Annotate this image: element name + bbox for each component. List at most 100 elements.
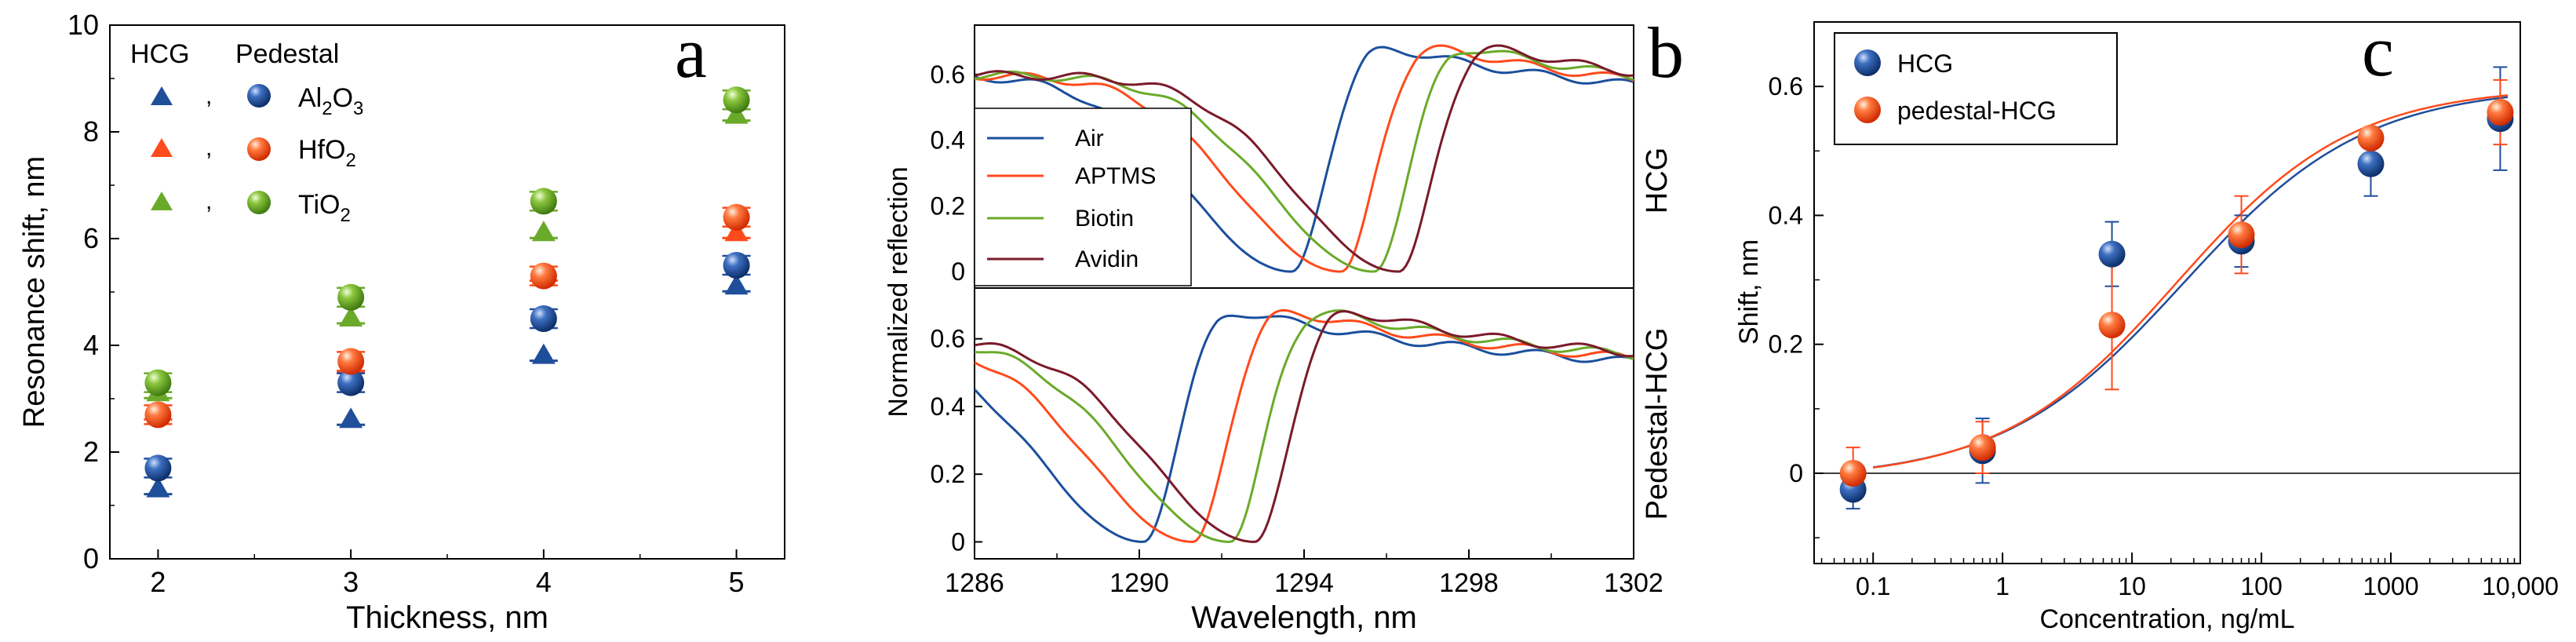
panel-a-circle-point — [337, 348, 365, 375]
panel-a-triangle-point — [531, 221, 556, 242]
panel-c-ylabel: Shift, nm — [1734, 239, 1764, 345]
legend-row-al2o3: , Al2O3 — [151, 83, 363, 119]
panel-c-plot-frame — [1813, 21, 2521, 564]
legend-triangle-tio2 — [151, 192, 173, 210]
panel-a-circle-point — [144, 369, 172, 396]
panel-b-curve-avidin-hcg — [974, 44, 1634, 273]
panel-a-ytick-label: 0 — [83, 542, 99, 575]
panel-a-triangle-point — [339, 407, 363, 429]
panel-c-point-pedestal-hcg — [1839, 460, 1867, 487]
legend-label-hcg: HCG — [1897, 49, 1953, 78]
panel-c-xtick-label: 10 — [2118, 572, 2146, 600]
panel-b-ticks: 1286 1290 1294 1298 1302 0 0.2 0.4 0.6 0 0.2 0.4 0.6 — [931, 60, 1663, 598]
panel-a-triangle-point — [531, 343, 556, 364]
panel-b-ytick-label: 0 — [951, 257, 965, 286]
panel-a-triangle-point — [146, 476, 170, 498]
panel-b-label-hcg: HCG — [1641, 148, 1674, 213]
panel-c-ytick-label: 0 — [1789, 459, 1803, 487]
panel-c-xtick-label: 0.1 — [1856, 572, 1890, 600]
panel-c-fit-curve — [1873, 94, 2509, 469]
legend-header-pedestal: Pedestal — [235, 39, 339, 69]
panel-c-xlabel: Concentration, ng/mL — [2039, 604, 2294, 634]
panel-a-ytick-label: 6 — [83, 222, 99, 254]
panel-c-ytick-label: 0.2 — [1769, 330, 1803, 359]
legend-circle-hcg — [1854, 49, 1881, 76]
panel-c-point-hcg — [2357, 150, 2385, 177]
legend-sep: , — [206, 83, 212, 109]
panel-c-xtick-label: 10,000 — [2482, 572, 2559, 600]
panel-b-xtick-label: 1294 — [1274, 568, 1334, 598]
panel-a-letter: a — [675, 13, 707, 93]
panel-a-xtick-label: 4 — [536, 566, 552, 598]
panel-b-curve-air-hcg — [974, 46, 1634, 273]
legend-label-avidin: Avidin — [1075, 246, 1139, 272]
panel-b-curve-air-pedestal-hcg — [973, 314, 1634, 543]
panel-a-xlabel: Thickness, nm — [346, 600, 548, 635]
panel-b-plot-frame — [974, 24, 1634, 560]
panel-b-ytick-label: 0 — [951, 527, 965, 556]
panel-a-xtick-label: 2 — [150, 566, 166, 598]
panel-b-ytick-label: 0.4 — [931, 126, 965, 155]
panel-a-data-marks — [144, 86, 751, 498]
panel-b-xtick-label: 1286 — [945, 568, 1004, 598]
panel-c-ytick-label: 0.6 — [1769, 72, 1803, 100]
panel-a-triangle-point — [339, 306, 363, 326]
panel-c-point-pedestal-hcg — [1969, 434, 1996, 461]
panel-a-ytick-label: 4 — [83, 329, 99, 361]
panel-b-curves — [973, 44, 1634, 543]
panel-a-circle-point — [144, 454, 172, 482]
panel-b-ytick-label: 0.6 — [931, 325, 965, 353]
panel-c-point-pedestal-hcg — [2487, 99, 2514, 126]
panel-a-circle-point — [337, 283, 365, 311]
panel-b-xlabel: Wavelength, nm — [1191, 600, 1417, 635]
panel-a-circle-point — [723, 203, 750, 231]
panel-c-xtick-label: 100 — [2240, 572, 2282, 600]
legend-label-al2o3: Al2O3 — [298, 83, 363, 119]
panel-b-curve-avidin-pedestal-hcg — [974, 310, 1634, 543]
panel-a-circle-point — [530, 188, 557, 215]
legend-circle-hfo2 — [247, 137, 271, 161]
panel-c-ytick-label: 0.4 — [1769, 201, 1803, 229]
panel-c-point-pedestal-hcg — [2098, 312, 2126, 339]
panel-c-concentration-chart: 0.1 1 10 100 1000 10,000 0 0.2 0.4 0.6 HCG pedest… — [1734, 11, 2559, 634]
panel-a-circle-point — [530, 305, 557, 332]
panel-b-curve-aptms-hcg — [974, 44, 1634, 273]
panel-a-xtick-label: 3 — [343, 566, 359, 598]
legend-label-air: Air — [1075, 126, 1104, 151]
panel-c-point-pedestal-hcg — [2228, 221, 2255, 249]
panel-c-legend: HCG pedestal-HCG — [1834, 32, 2118, 145]
legend-triangle-al2o3 — [151, 86, 173, 105]
panel-c-letter: c — [2362, 11, 2394, 91]
panel-b-xtick-label: 1290 — [1109, 568, 1169, 598]
panel-c-point-hcg — [2098, 240, 2126, 268]
panel-a-ylabel: Resonance shift, nm — [18, 156, 51, 428]
legend-label-aptms: APTMS — [1075, 163, 1156, 189]
panel-c-xtick-label: 1 — [1995, 572, 2009, 600]
panel-b-curve-aptms-pedestal-hcg — [974, 308, 1634, 543]
panel-a-triangle-point — [724, 221, 749, 242]
panel-a-xtick-label: 5 — [729, 566, 745, 598]
panel-a-ticks: 2 3 4 5 0 2 4 6 8 10 — [67, 9, 745, 598]
panel-a-ytick-label: 2 — [83, 436, 99, 468]
panel-a-ytick-label: 10 — [67, 9, 99, 41]
panel-b-label-pedestal-hcg: Pedestal-HCG — [1641, 328, 1674, 520]
panel-c-point-pedestal-hcg — [2357, 124, 2385, 151]
legend-circle-tio2 — [247, 191, 271, 214]
legend-row-hfo2: , HfO2 — [151, 135, 356, 171]
panel-b-reflection-chart: 1286 1290 1294 1298 1302 0 0.2 0.4 0.6 0 0.2 0.4 0.6… — [884, 13, 1684, 635]
panel-a-circle-point — [723, 252, 750, 279]
legend-label-hfo2: HfO2 — [298, 135, 356, 171]
panel-c-fit-curve — [1873, 96, 2509, 469]
panel-a-circle-point — [723, 86, 750, 114]
panel-a-legend: HCG Pedestal , Al2O3 , HfO2 — [130, 39, 363, 226]
legend-sep: , — [206, 135, 212, 161]
panel-c-ticks: 0.1 1 10 100 1000 10,000 0 0.2 0.4 0.6 — [1769, 72, 2559, 600]
panel-b-letter: b — [1648, 13, 1684, 93]
panel-a-circle-point — [337, 369, 365, 396]
legend-row-tio2: , TiO2 — [151, 188, 351, 226]
panel-a-triangle-point — [724, 103, 749, 124]
panel-b-curve-biotin-hcg — [974, 49, 1634, 273]
panel-b-ytick-label: 0.2 — [931, 460, 965, 488]
panel-a-circle-point — [530, 262, 557, 290]
